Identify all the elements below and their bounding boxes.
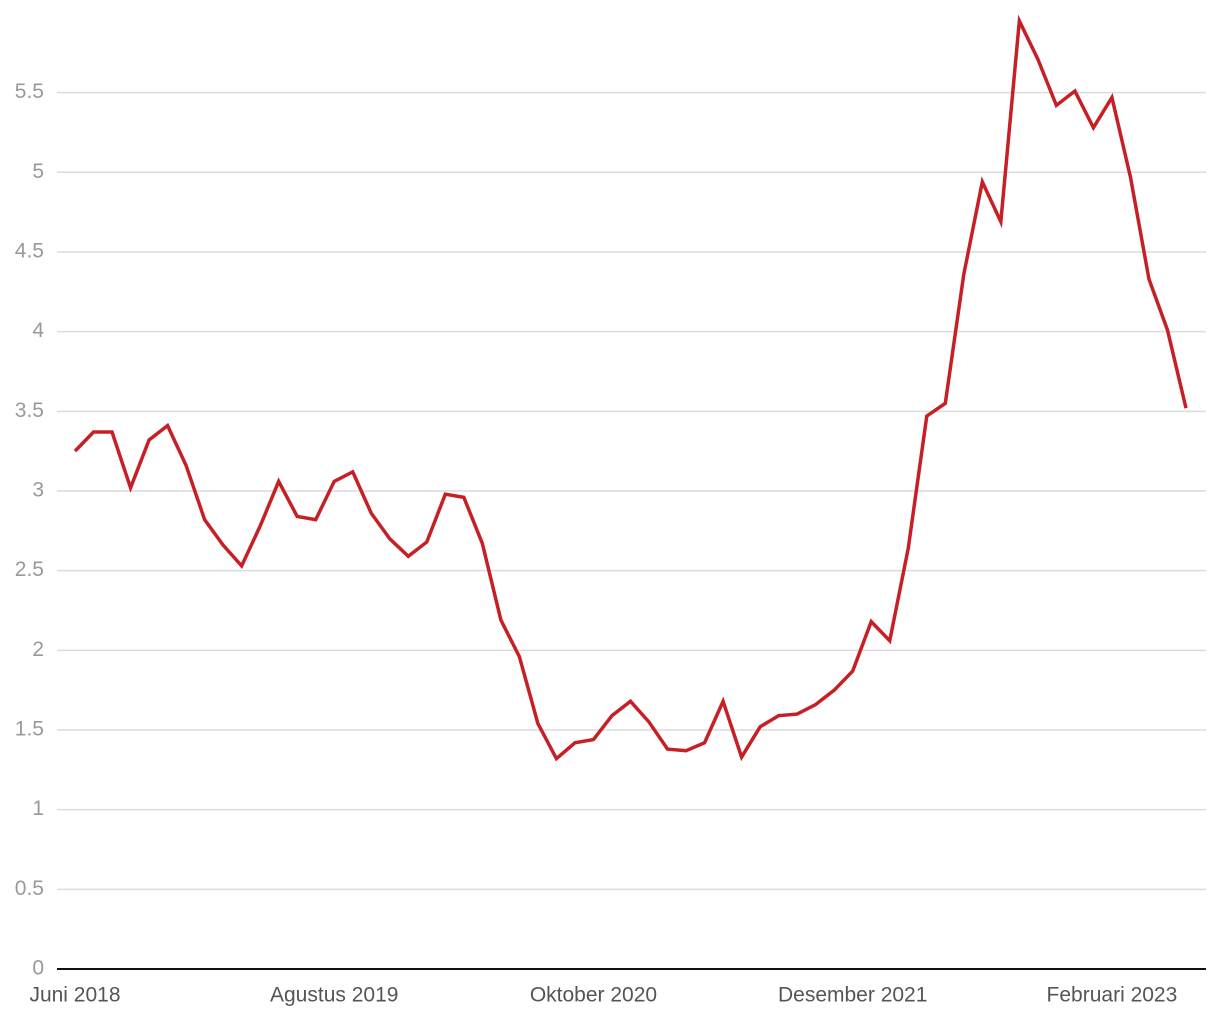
y-tick-label: 5.5 xyxy=(15,80,44,103)
data-line xyxy=(73,14,1188,762)
x-tick-label: Juni 2018 xyxy=(29,984,120,1007)
y-tick-label: 3.5 xyxy=(15,399,44,422)
y-tick-label: 1 xyxy=(32,797,44,820)
y-tick-label: 4 xyxy=(32,319,44,342)
y-tick-label: 2 xyxy=(32,638,44,661)
y-tick-label: 0.5 xyxy=(15,877,44,900)
y-tick-label: 2.5 xyxy=(15,558,44,581)
x-tick-label: Oktober 2020 xyxy=(530,984,657,1007)
y-tick-label: 0 xyxy=(32,957,44,980)
y-tick-label: 3 xyxy=(32,479,44,502)
x-tick-label: Februari 2023 xyxy=(1047,984,1178,1007)
y-tick-label: 5 xyxy=(32,160,44,183)
x-tick-label: Desember 2021 xyxy=(778,984,927,1007)
y-tick-label: 1.5 xyxy=(15,718,44,741)
y-tick-label: 4.5 xyxy=(15,240,44,263)
x-tick-label: Agustus 2019 xyxy=(270,984,398,1007)
